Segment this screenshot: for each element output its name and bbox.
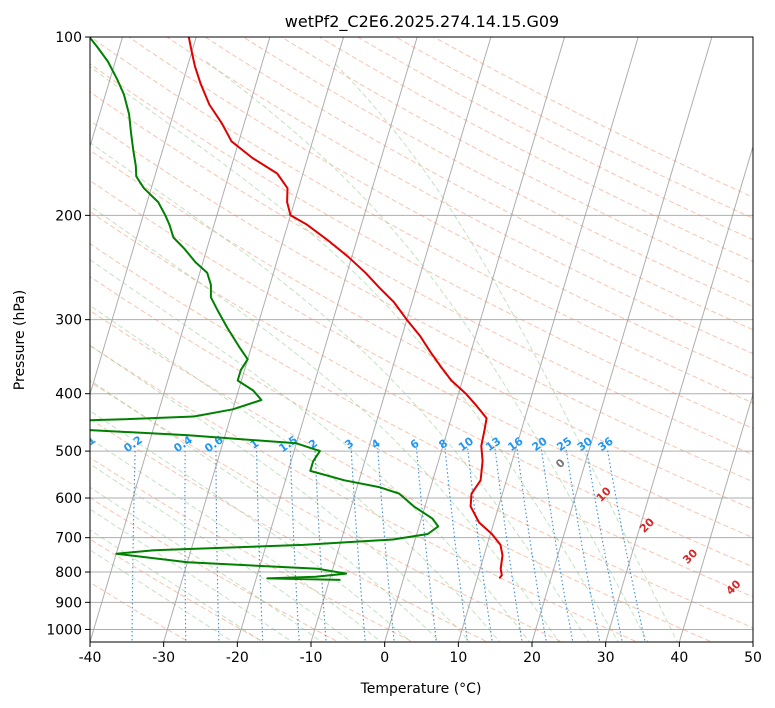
isotherm-line — [90, 37, 271, 642]
dry-adiabat-line — [90, 37, 753, 404]
mixing-ratio-label: 0.1 — [75, 433, 98, 455]
mixing-ratio-line — [131, 448, 136, 642]
isotherm-line — [163, 37, 345, 642]
dry-adiabat-line — [127, 37, 753, 379]
moist-adiabat-line — [90, 304, 501, 642]
mixing-ratio-line — [516, 448, 547, 642]
isotherm-line — [384, 37, 566, 642]
chart-title: wetPf2_C2E6.2025.274.14.15.G09 — [285, 12, 559, 32]
x-tick-label: 30 — [597, 650, 615, 666]
moist-adiabat-label: 40 — [724, 577, 744, 597]
dry-adiabat-line — [90, 149, 753, 510]
moist-adiabat-line — [90, 259, 531, 642]
moist-adiabat-line — [205, 61, 649, 642]
x-tick-label: -30 — [152, 650, 175, 666]
isotherm-line — [678, 392, 753, 642]
dry-adiabat-line — [90, 179, 753, 539]
y-tick-label: 400 — [55, 387, 82, 403]
y-tick-label: 900 — [55, 595, 82, 611]
moist-adiabat-line — [332, 61, 678, 642]
mixing-ratio-line — [444, 448, 469, 642]
plot-frame — [89, 36, 754, 643]
x-tick-label: 20 — [523, 650, 541, 666]
moist-adiabat-line — [90, 463, 353, 642]
moist-adiabat-label: 0 — [553, 456, 568, 471]
dry-adiabat-line — [394, 37, 753, 219]
moist-adiabat-line — [90, 66, 619, 642]
x-tick-label: -40 — [79, 650, 102, 666]
dry-adiabat-line — [90, 211, 753, 568]
temperature-profile-line — [187, 37, 504, 580]
dry-adiabat-line — [90, 381, 564, 642]
mixing-ratio-line — [540, 448, 574, 642]
moist-adiabat-line — [90, 438, 382, 642]
y-axis-label: Pressure (hPa) — [12, 290, 28, 390]
mixing-ratio-label: 3 — [342, 437, 356, 452]
dewpoint-profile-line — [90, 37, 440, 581]
isotherm-line — [605, 144, 753, 642]
dry-adiabat-line — [280, 37, 753, 285]
dry-adiabat-line — [90, 581, 190, 642]
mixing-ratio-line — [415, 448, 437, 642]
x-tick-label: -20 — [226, 650, 249, 666]
dry-adiabat-line — [90, 344, 639, 642]
isotherm-line — [531, 37, 713, 642]
moist-adiabat-line — [90, 205, 560, 642]
mixing-ratio-line — [184, 448, 187, 642]
mixing-ratio-line — [565, 448, 601, 642]
x-tick-label: 50 — [744, 650, 762, 666]
dry-adiabat-line — [90, 243, 753, 598]
x-tick-label: 40 — [670, 650, 688, 666]
y-tick-label: 800 — [55, 565, 82, 581]
y-tick-label: 700 — [55, 531, 82, 547]
dry-adiabat-line — [242, 37, 753, 308]
mixing-ratio-line — [289, 448, 300, 642]
x-tick-label: -10 — [300, 650, 323, 666]
y-tick-label: 600 — [55, 491, 82, 507]
dry-adiabat-line — [432, 37, 753, 198]
moist-adiabat-line — [90, 379, 442, 642]
isotherm-line — [90, 37, 197, 396]
x-tick-label: 0 — [380, 650, 389, 666]
y-tick-label: 1000 — [46, 622, 82, 638]
mixing-ratio-label: 4 — [369, 437, 383, 452]
isotherm-line — [236, 37, 418, 642]
moist-adiabat-label: 30 — [680, 546, 700, 566]
dry-adiabat-line — [90, 91, 753, 456]
dry-adiabat-line — [90, 63, 753, 430]
moist-adiabat-label: 10 — [594, 484, 614, 504]
mixing-ratio-label: 8 — [436, 437, 450, 452]
dry-adiabat-line — [90, 276, 753, 629]
x-axis-label: Temperature (°C) — [360, 681, 482, 697]
y-tick-label: 100 — [55, 30, 82, 46]
moist-adiabat-line — [90, 549, 234, 642]
mixing-ratio-line — [82, 449, 89, 645]
mixing-ratio-line — [606, 448, 646, 642]
isotherm-line — [310, 37, 492, 642]
x-tick-label: 10 — [449, 650, 467, 666]
isotherm-line — [752, 640, 753, 642]
y-tick-label: 500 — [55, 444, 82, 460]
mixing-ratio-line — [494, 448, 523, 642]
y-tick-label: 300 — [55, 313, 82, 329]
isotherm-line — [457, 37, 639, 642]
dry-adiabat-line — [90, 418, 489, 642]
mixing-ratio-line — [314, 448, 327, 642]
mixing-ratio-line — [585, 448, 623, 642]
y-tick-label: 200 — [55, 208, 82, 224]
moist-adiabat-label: 20 — [637, 515, 657, 535]
dry-adiabat-line — [90, 120, 753, 483]
mixing-ratio-line — [350, 448, 366, 642]
dry-adiabat-line — [166, 37, 753, 355]
dry-adiabat-line — [204, 37, 753, 331]
dry-adiabat-line — [90, 497, 340, 642]
dry-adiabat-line — [318, 37, 753, 263]
moist-adiabat-line — [90, 410, 412, 642]
mixing-ratio-line — [377, 448, 395, 642]
isotherm-line — [90, 37, 124, 149]
